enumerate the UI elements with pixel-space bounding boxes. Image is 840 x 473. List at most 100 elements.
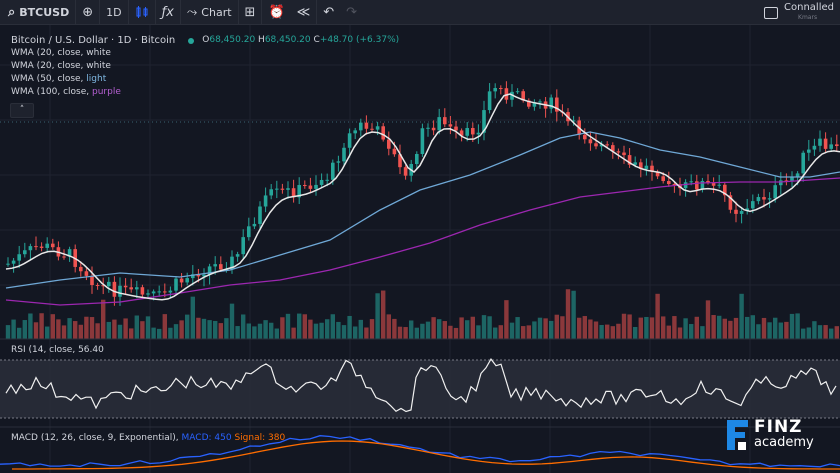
account-sub: Kmars: [798, 14, 818, 21]
candle-body: [823, 138, 828, 149]
volume-bar: [17, 327, 22, 339]
interval-label: 1D: [106, 5, 122, 19]
account-button[interactable]: Connalled Kmars: [764, 1, 834, 25]
candle-body: [784, 180, 789, 182]
volume-bar: [140, 321, 145, 339]
macd-legend[interactable]: MACD (12, 26, close, 9, Exponential), MA…: [11, 433, 286, 443]
candle-body: [443, 117, 447, 125]
symbol-search-button[interactable]: ⌕ BTCUSD: [0, 0, 77, 25]
candle-body: [191, 274, 195, 279]
candle-body: [319, 179, 324, 185]
open-label: O: [202, 35, 210, 45]
volume-bar: [134, 315, 139, 339]
candle-body: [555, 97, 559, 112]
market-status-icon: [188, 37, 195, 44]
volume-bar: [336, 321, 341, 339]
candle-body: [695, 181, 699, 190]
chart-type-button[interactable]: ⤳ Chart: [181, 0, 239, 25]
candle-body: [286, 188, 290, 190]
volume-bar: [834, 326, 839, 339]
alert-button[interactable]: ⏰: [262, 0, 290, 25]
undo-icon: ↶: [323, 4, 335, 20]
volume-bar: [745, 316, 750, 339]
candle-body: [263, 195, 268, 207]
interval-button[interactable]: 1D: [100, 0, 129, 25]
candle-body: [605, 144, 609, 146]
volume-bar: [50, 314, 55, 339]
volume-bar: [67, 318, 72, 339]
undo-button[interactable]: ↶: [317, 0, 340, 25]
volume-bar: [364, 327, 369, 339]
candle-body: [807, 149, 811, 153]
top-toolbar: ⌕ BTCUSD ⊕ 1D ƒx ⤳ Chart ⊞ ⏰ ≪ ↶ ↷ Conna…: [0, 0, 840, 25]
candle-body: [207, 266, 212, 275]
candles-button[interactable]: [129, 0, 156, 25]
candle-body: [465, 128, 469, 136]
volume-bar: [605, 324, 610, 339]
volume-bar: [5, 325, 11, 339]
volume-bar: [677, 327, 683, 339]
candle-body: [644, 165, 649, 169]
volume-bar: [123, 318, 128, 339]
candle-body: [196, 274, 201, 277]
price-chart[interactable]: [0, 25, 840, 473]
volume-bar: [453, 327, 459, 339]
rsi-legend[interactable]: RSI (14, close, 56.40: [11, 345, 104, 355]
candle-body: [627, 155, 632, 165]
volume-bar: [392, 318, 397, 339]
volume-bar: [241, 314, 246, 339]
candle-body: [336, 161, 341, 163]
volume-bar: [627, 314, 632, 339]
candle-body: [571, 120, 576, 122]
volume-bar: [257, 323, 263, 339]
candle-body: [493, 88, 497, 92]
volume-bar: [28, 313, 33, 339]
volume-bar: [582, 316, 587, 339]
candle-body: [364, 122, 369, 129]
candle-body: [90, 275, 94, 286]
indicators-button[interactable]: ƒx: [156, 0, 181, 25]
volume-bar: [509, 322, 515, 339]
volume-bar: [78, 324, 83, 339]
symbol-label: BTCUSD: [19, 5, 70, 19]
candle-body: [672, 184, 677, 186]
volume-bar: [638, 317, 643, 339]
volume-bar: [11, 319, 16, 339]
candle-body: [179, 278, 184, 283]
volume-bar: [621, 313, 627, 339]
layout-button[interactable]: ⊞: [239, 0, 263, 25]
replay-button[interactable]: ≪: [291, 0, 318, 25]
volume-bar: [739, 293, 744, 339]
volume-bar: [521, 326, 526, 339]
volume-bar: [319, 322, 324, 339]
candle-body: [101, 285, 105, 287]
volume-bar: [700, 326, 705, 339]
candle-body: [639, 162, 643, 169]
add-symbol-button[interactable]: ⊕: [76, 0, 101, 25]
candle-body: [387, 139, 391, 149]
wma-legend-1[interactable]: WMA (20, close, white: [11, 48, 111, 58]
volume-bar: [280, 317, 285, 339]
volume-bar: [341, 325, 347, 339]
wma-legend-2[interactable]: WMA (20, close, white: [11, 61, 111, 71]
candle-body: [308, 185, 313, 189]
wma-legend-4[interactable]: WMA (100, close, purple: [11, 87, 121, 97]
volume-bar: [179, 320, 184, 339]
logo-word-2: academy: [754, 435, 814, 450]
candle-body: [303, 185, 307, 187]
candle-body: [353, 130, 357, 134]
open-value: 68,450.20: [209, 35, 256, 45]
volume-bar: [717, 315, 722, 339]
candle-body: [331, 162, 335, 180]
collapse-legend-button[interactable]: ˄: [10, 103, 34, 118]
volume-bar: [649, 317, 655, 339]
volume-bar: [487, 316, 492, 339]
candle-body: [39, 246, 44, 248]
volume-bar: [386, 314, 391, 339]
wma-legend-3[interactable]: WMA (50, close, light: [11, 74, 107, 84]
volume-bar: [190, 296, 195, 339]
volume-bar: [801, 328, 806, 339]
volume-bar: [571, 290, 576, 339]
redo-button[interactable]: ↷: [340, 0, 363, 25]
candle-body: [235, 254, 240, 257]
